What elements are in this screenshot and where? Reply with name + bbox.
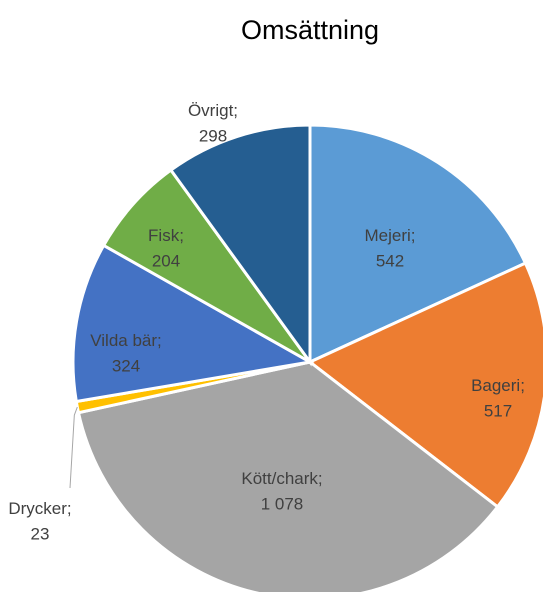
leader-line [69,406,78,489]
data-label: Vilda bär; [90,331,162,350]
data-label-value: 542 [376,251,404,270]
label-separator: ; [411,226,416,245]
label-separator: ; [520,376,525,395]
pie-slice [307,261,543,509]
data-label-value: 517 [484,401,512,420]
label-separator: ; [233,101,238,120]
pie-slice [308,123,528,365]
data-label-value: 1 078 [261,494,304,513]
pie-slice [168,123,312,367]
label-separator: ; [179,226,184,245]
label-category: Mejeri [364,226,410,245]
label-category: Kött/chark [241,469,318,488]
label-category: Drycker [8,499,67,518]
data-label: Drycker; [8,499,71,518]
pie-slice [76,360,500,592]
chart-title: Omsättning [241,15,379,45]
data-label: Mejeri; [364,226,415,245]
data-label-value: 204 [152,251,180,270]
data-label: Övrigt; [188,101,238,120]
label-separator: ; [157,331,162,350]
data-label-value: 23 [31,524,50,543]
label-category: Fisk [148,226,180,245]
label-separator: ; [67,499,72,518]
label-category: Vilda bär [90,331,157,350]
data-label: Bageri; [471,376,525,395]
label-category: Övrigt [188,101,234,120]
data-label-value: 324 [112,356,140,375]
data-label: Fisk; [148,226,184,245]
data-label: Kött/chark; [241,469,322,488]
pie-slice [71,243,315,404]
data-label-value: 298 [199,126,227,145]
label-separator: ; [318,469,323,488]
label-category: Bageri [471,376,520,395]
